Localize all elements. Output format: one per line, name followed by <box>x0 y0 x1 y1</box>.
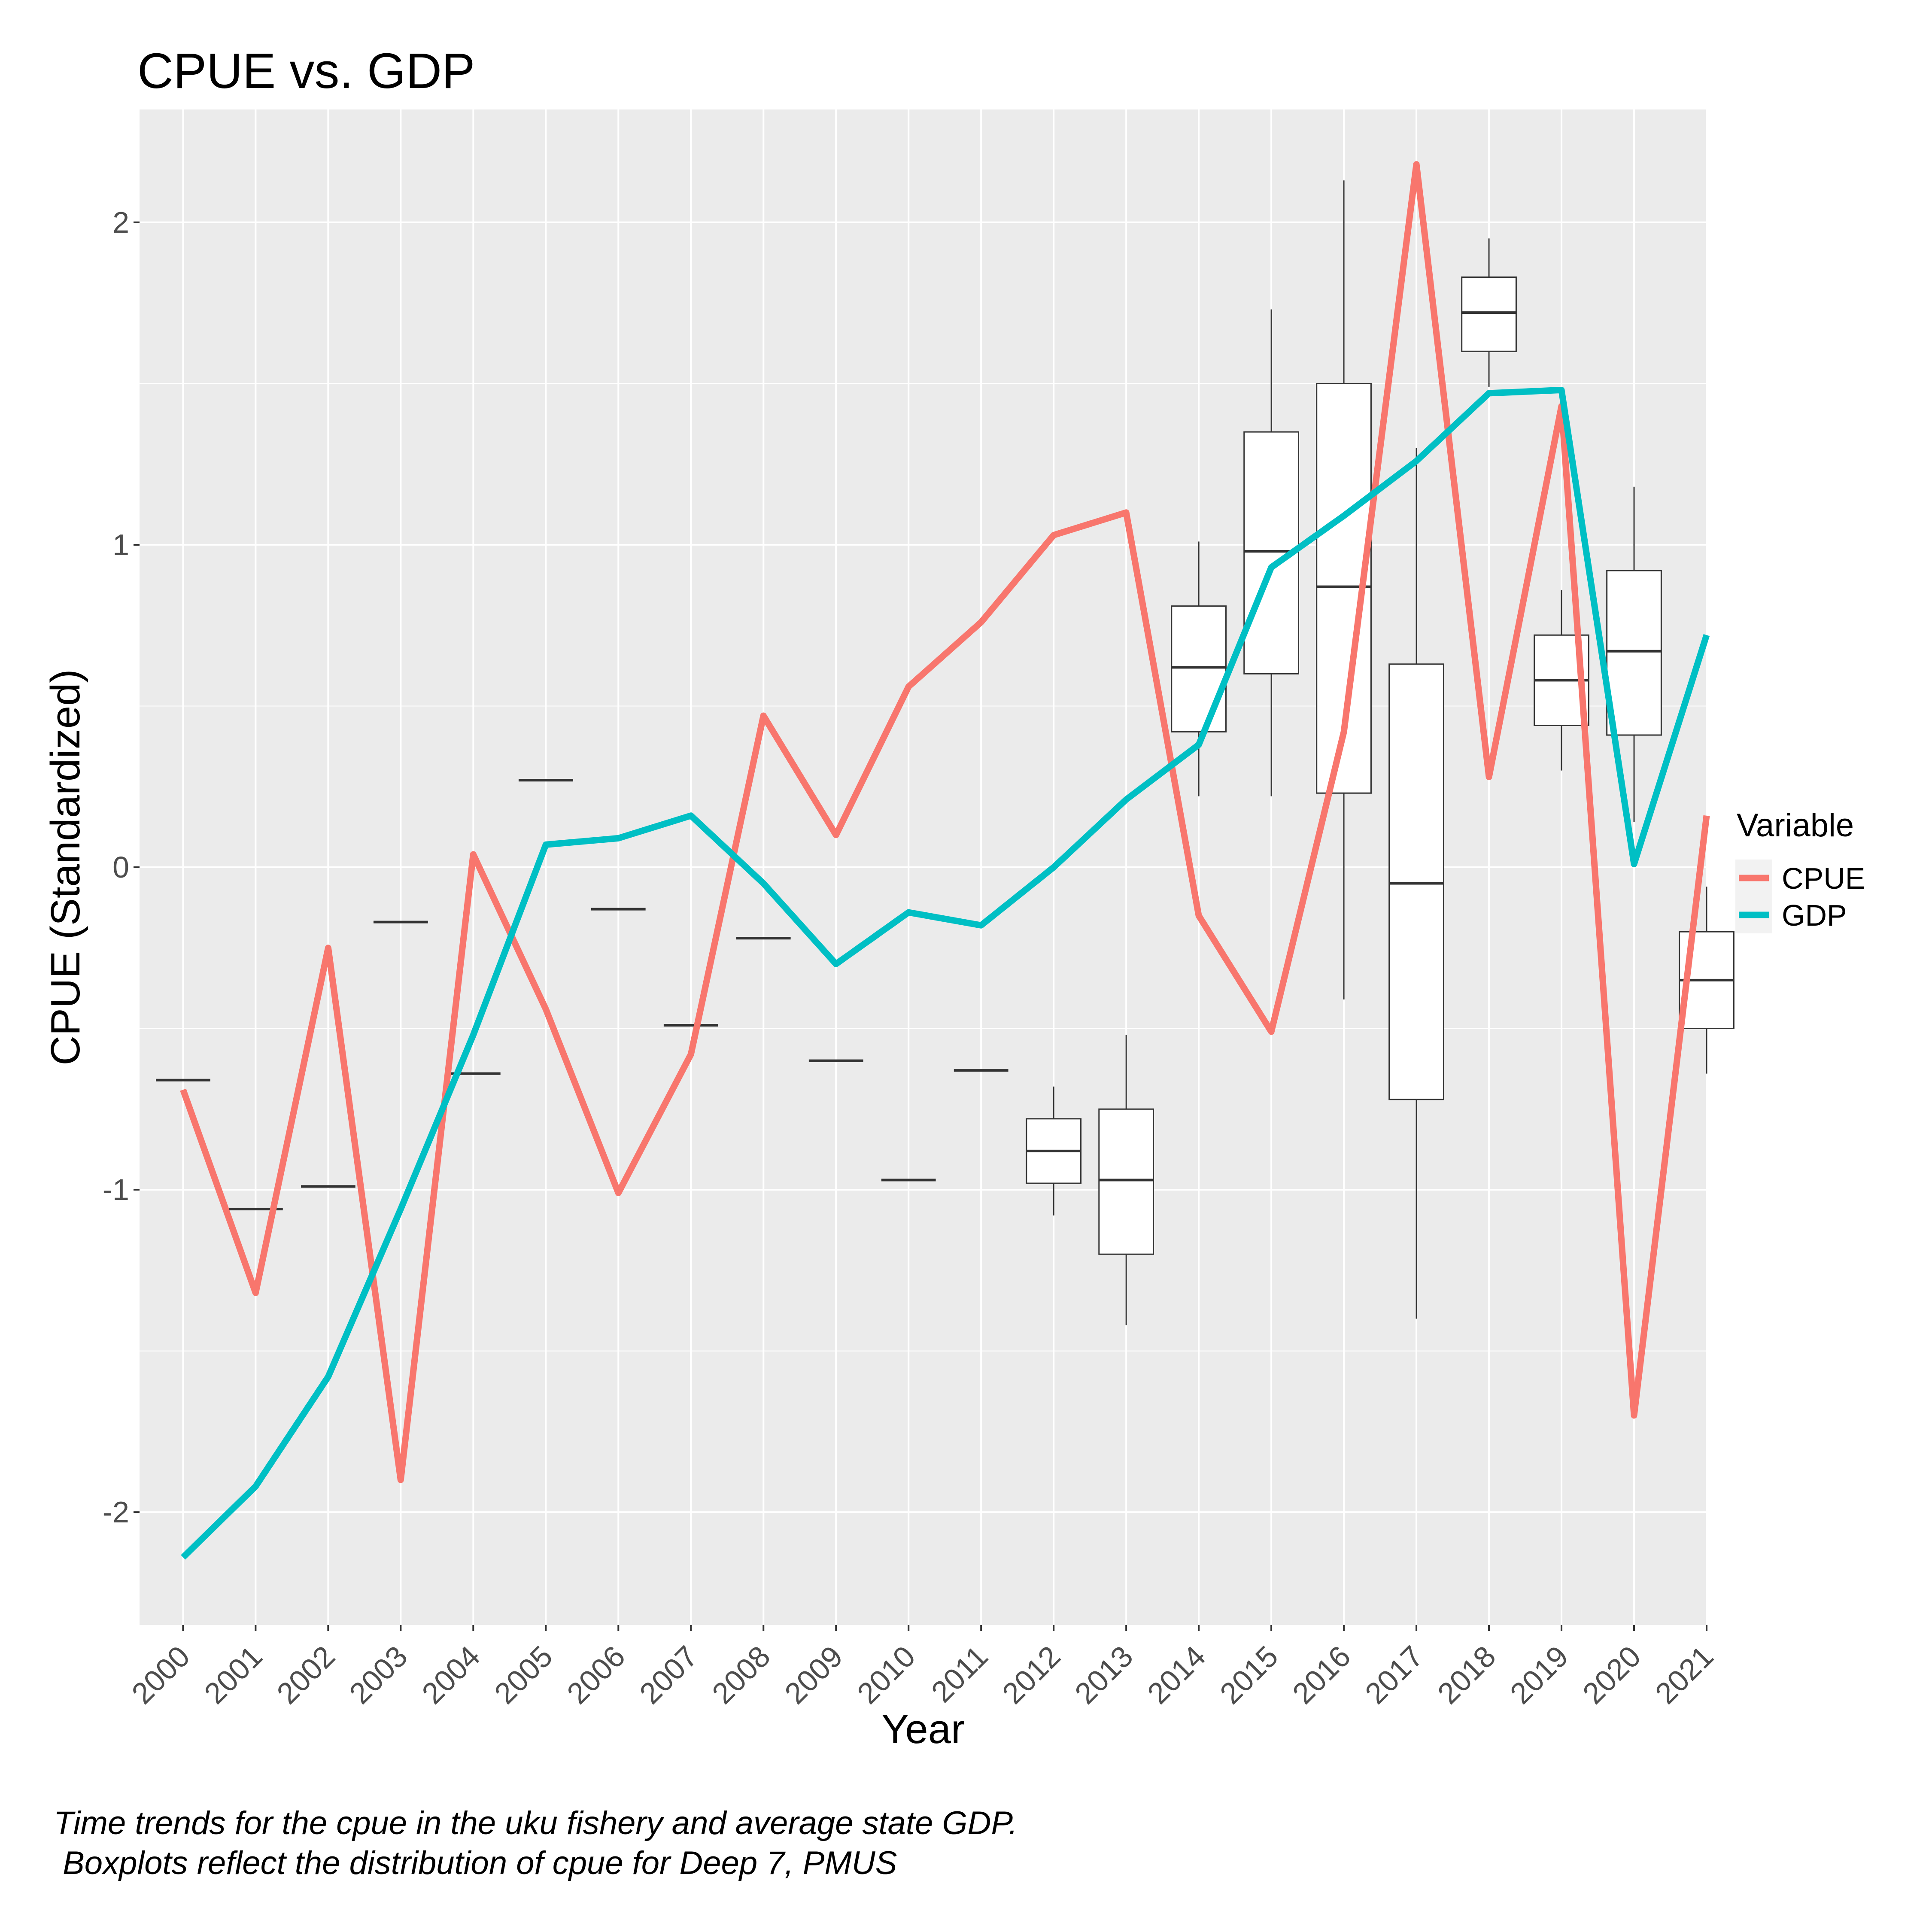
x-tick-label: 2002 <box>270 1639 341 1710</box>
box <box>1171 605 1227 733</box>
caption-line-1: Time trends for the cpue in the uku fish… <box>54 1805 1018 1841</box>
y-tick-label: 2 <box>112 206 129 239</box>
x-tick-label: 2016 <box>1286 1639 1357 1710</box>
legend-label-cpue: CPUE <box>1782 862 1865 895</box>
x-tick-label: 2017 <box>1358 1639 1429 1710</box>
x-tick-label: 2020 <box>1576 1639 1647 1710</box>
legend-title: Variable <box>1737 807 1854 844</box>
x-tick-label: 2006 <box>561 1639 632 1710</box>
y-tick-label: -2 <box>103 1495 129 1529</box>
boxplot-2013 <box>1098 1035 1154 1325</box>
legend-items: CPUE GDP <box>1735 860 1865 933</box>
x-tick-label: 2015 <box>1213 1639 1284 1710</box>
chart-title: CPUE vs. GDP <box>137 43 475 99</box>
x-tick-label: 2009 <box>778 1639 849 1710</box>
boxplot-2017 <box>1388 448 1444 1319</box>
legend-label-gdp: GDP <box>1782 899 1847 932</box>
x-tick-label: 2008 <box>706 1639 777 1710</box>
legend: Variable CPUE GDP <box>1735 807 1865 933</box>
x-tick-label: 2007 <box>633 1639 704 1710</box>
box <box>1461 276 1517 352</box>
x-tick-label: 2019 <box>1504 1639 1574 1710</box>
y-axis-title: CPUE (Standardized) <box>43 669 88 1065</box>
x-axis-title: Year <box>881 1706 965 1752</box>
boxplot-2018 <box>1461 238 1517 387</box>
series-line-gdp <box>181 386 1710 1560</box>
x-axis-ticks: 2000 2001 2002 2003 2004 2005 2006 2007 2008 2009… <box>125 1625 1720 1710</box>
box <box>1388 663 1444 1100</box>
boxplot-2012 <box>1026 1086 1082 1216</box>
boxplot-2014 <box>1171 541 1227 796</box>
y-tick-label: -1 <box>103 1173 129 1206</box>
y-tick-label: 1 <box>112 528 129 562</box>
x-tick-label: 2000 <box>125 1639 196 1710</box>
x-tick-label: 2004 <box>416 1639 486 1710</box>
x-tick-label: 2013 <box>1068 1639 1139 1710</box>
x-tick-label: 2014 <box>1141 1639 1212 1710</box>
x-tick-label: 2010 <box>851 1639 922 1710</box>
x-tick-label: 2021 <box>1649 1639 1719 1710</box>
y-tick-label: 0 <box>112 851 129 884</box>
x-tick-label: 2003 <box>343 1639 414 1710</box>
x-tick-label: 2018 <box>1431 1639 1502 1710</box>
x-tick-label: 2005 <box>488 1639 559 1710</box>
caption-line-2: Boxplots reflect the distribution of cpu… <box>54 1845 897 1881</box>
caption: Time trends for the cpue in the uku fish… <box>54 1805 1018 1881</box>
x-tick-label: 2011 <box>925 1639 994 1709</box>
box <box>1098 1108 1154 1255</box>
x-tick-label: 2001 <box>198 1639 269 1710</box>
series-lines <box>180 161 1710 1560</box>
y-axis-ticks: -2 -1 0 1 2 <box>103 206 140 1529</box>
series-line-cpue <box>180 161 1710 1483</box>
box <box>1606 570 1662 736</box>
boxplots <box>156 180 1735 1325</box>
x-tick-label: 2012 <box>996 1639 1066 1710</box>
boxplot-2020 <box>1606 486 1662 822</box>
